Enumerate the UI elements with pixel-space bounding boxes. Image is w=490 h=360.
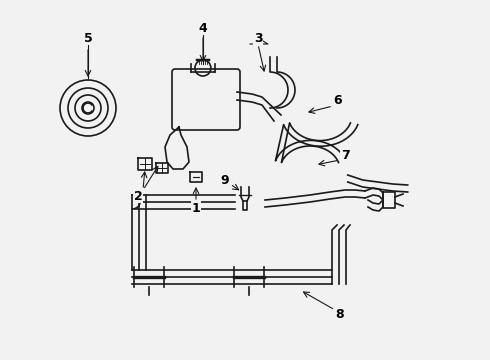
Text: 6: 6 <box>334 94 343 107</box>
Text: 9: 9 <box>220 174 229 186</box>
Text: 5: 5 <box>84 32 93 45</box>
Text: 7: 7 <box>341 149 349 162</box>
Text: 3: 3 <box>254 32 262 45</box>
Text: 2: 2 <box>134 189 143 202</box>
Text: 8: 8 <box>336 309 344 321</box>
Text: 1: 1 <box>192 202 200 215</box>
Text: 4: 4 <box>198 22 207 35</box>
